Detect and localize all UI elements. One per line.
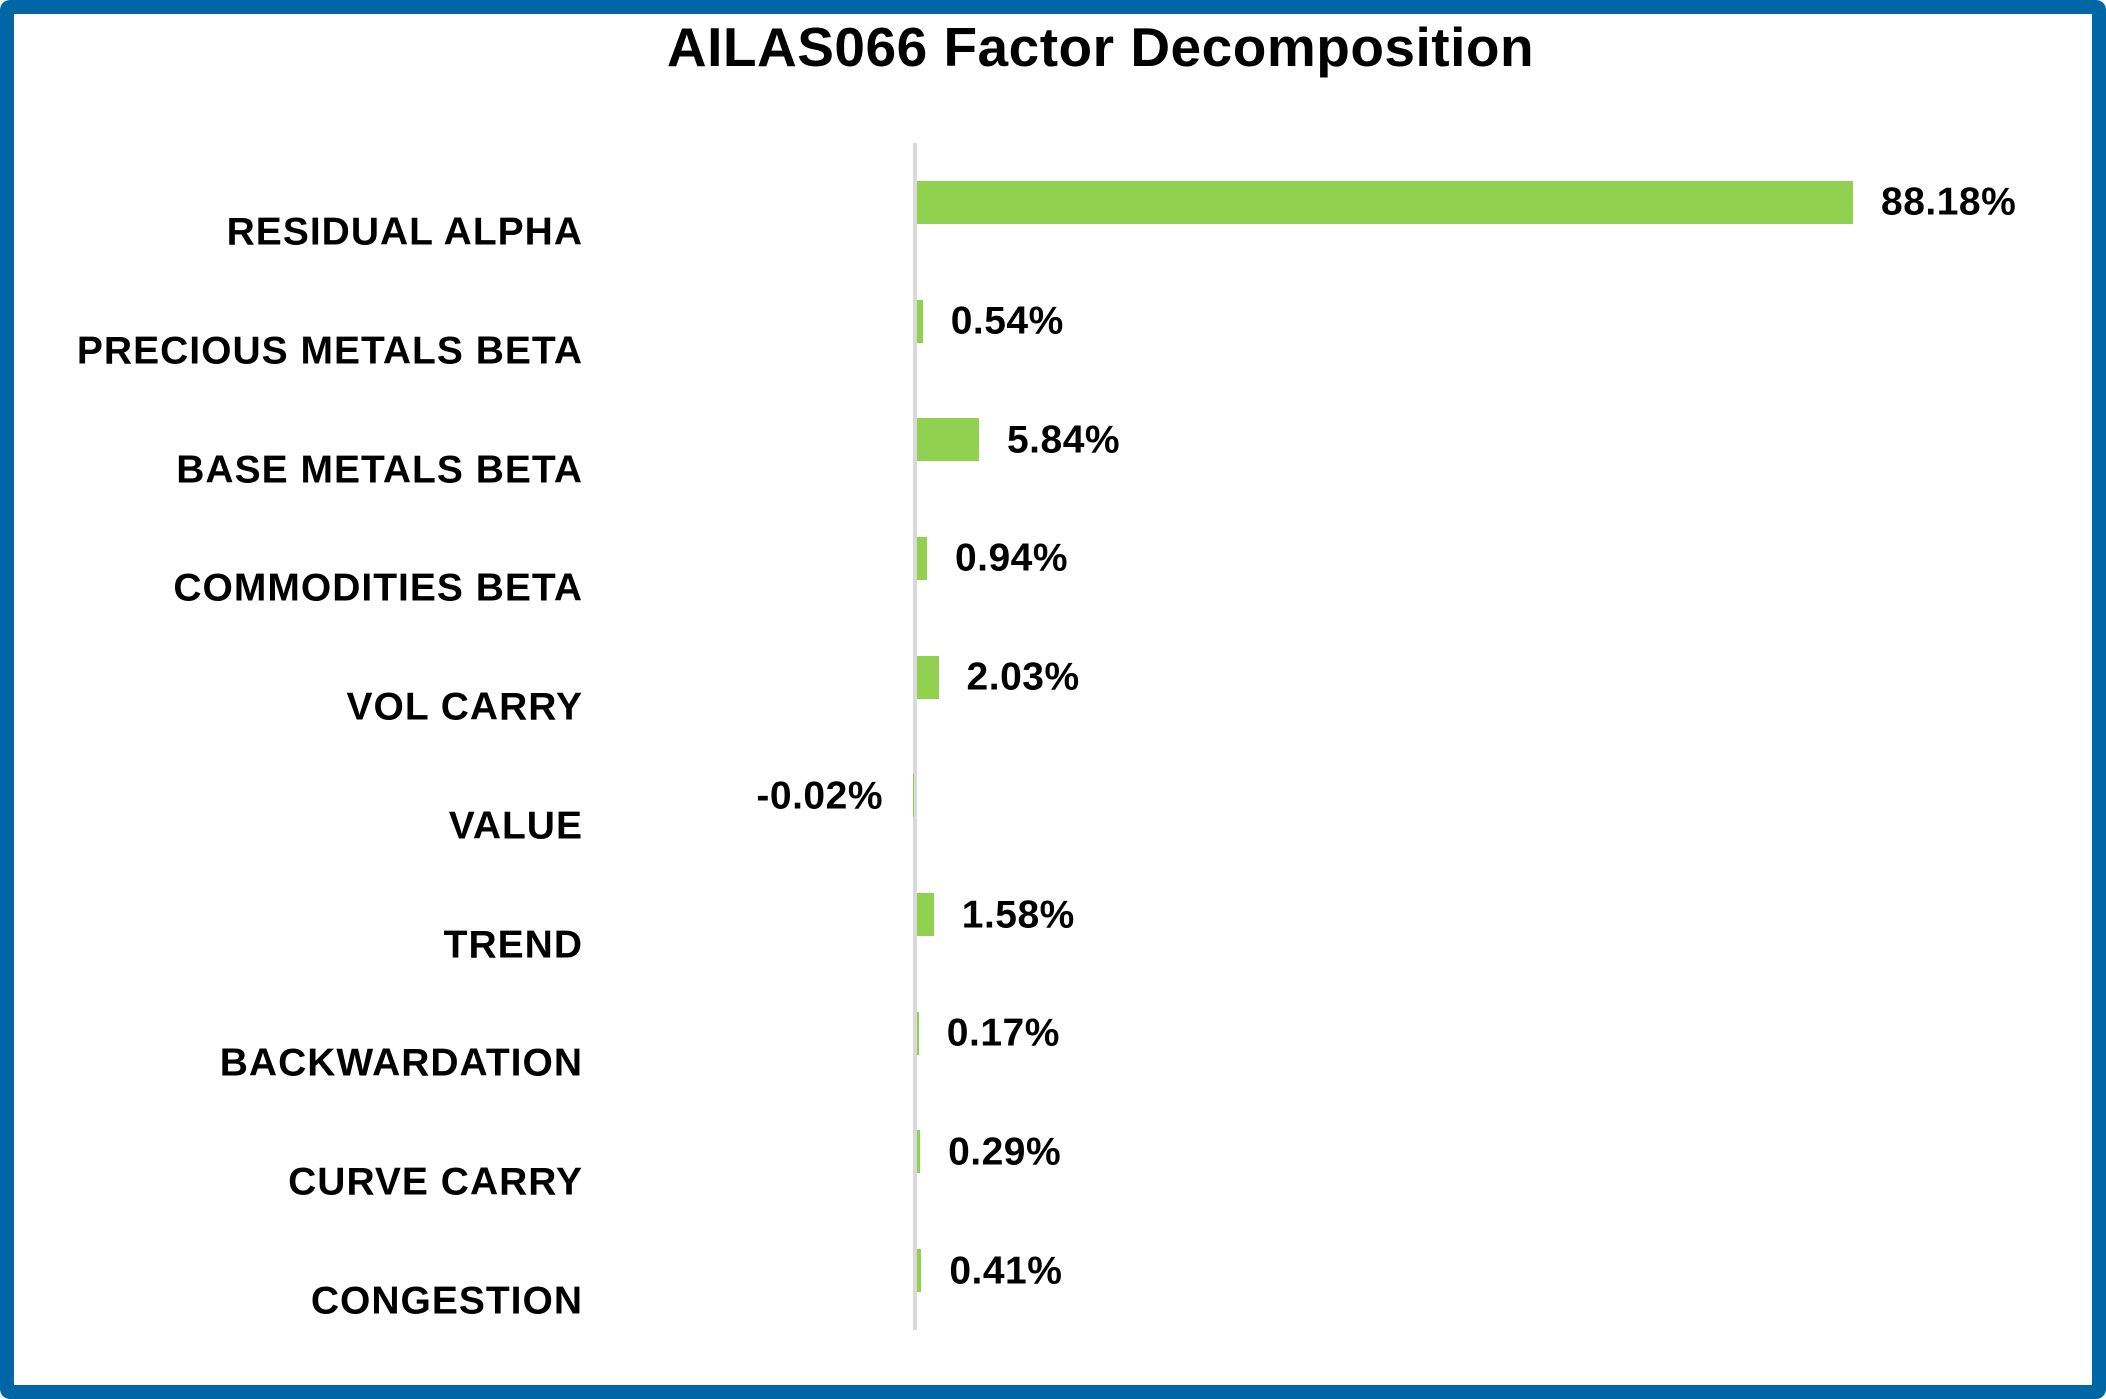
value-label: 88.18% [1881, 180, 2017, 224]
bar-row: CONGESTION 0.41% [0, 1211, 2106, 1330]
bar [917, 893, 934, 937]
category-label: RESIDUAL ALPHA [226, 210, 583, 254]
value-label: 0.94% [954, 536, 1069, 580]
category-label: BASE METALS BETA [176, 448, 583, 492]
bar-row: CURVE CARRY 0.29% [0, 1093, 2106, 1212]
value-label: 0.29% [948, 1130, 1062, 1174]
bar-row: VOL CARRY 2.03% [0, 618, 2106, 737]
category-label: TREND [443, 923, 583, 967]
category-axis-line [913, 143, 917, 1330]
bar-row: COMMODITIES BETA 0.94% [0, 499, 2106, 618]
category-label: COMMODITIES BETA [173, 566, 583, 610]
category-label: VALUE [448, 804, 583, 848]
value-label: 5.84% [1006, 418, 1121, 462]
bar [917, 180, 1854, 224]
bar [917, 1130, 921, 1174]
value-label: 0.17% [946, 1011, 1060, 1055]
value-label: 0.41% [949, 1249, 1063, 1293]
bar [917, 1249, 922, 1293]
category-label: CURVE CARRY [288, 1160, 583, 1204]
category-label: VOL CARRY [346, 685, 583, 729]
value-label: 1.58% [961, 893, 1075, 937]
bar [917, 536, 927, 580]
bar-row: VALUE -0.02% [0, 737, 2106, 856]
value-label: 0.54% [950, 299, 1064, 343]
value-label: 2.03% [966, 655, 1080, 699]
bar [917, 299, 923, 343]
bar [917, 655, 939, 699]
bar [917, 1011, 919, 1055]
bar [917, 418, 979, 462]
bar-row: PRECIOUS METALS BETA 0.54% [0, 262, 2106, 381]
value-label: -0.02% [756, 774, 883, 818]
category-label: CONGESTION [310, 1279, 583, 1323]
bar-row: BASE METALS BETA 5.84% [0, 380, 2106, 499]
category-label: PRECIOUS METALS BETA [76, 329, 583, 373]
bar-row: BACKWARDATION 0.17% [0, 974, 2106, 1093]
category-label: BACKWARDATION [219, 1041, 583, 1085]
bar-row: TREND 1.58% [0, 855, 2106, 974]
bar-row: RESIDUAL ALPHA 88.18% [0, 143, 2106, 262]
chart-title: AILAS066 Factor Decomposition [666, 16, 1535, 78]
